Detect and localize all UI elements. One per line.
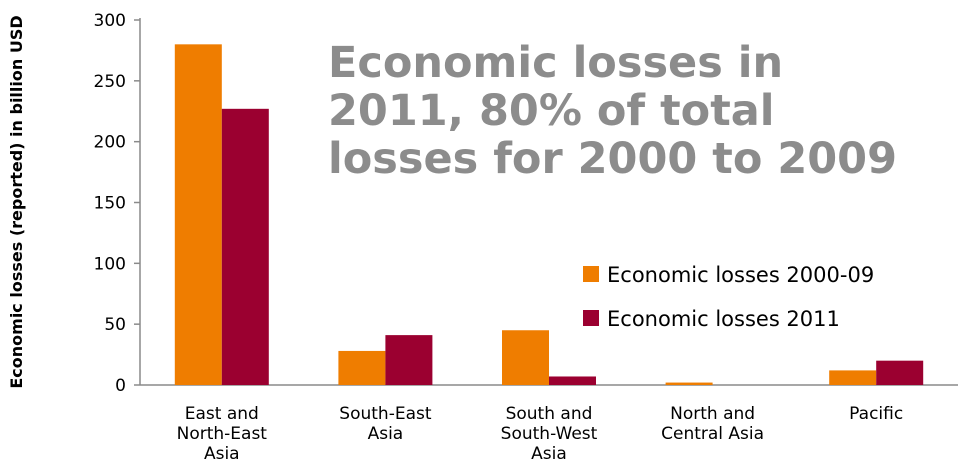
bar-2011-0 <box>221 108 269 386</box>
category-label: Asia <box>531 444 567 464</box>
bar-2000-09-2 <box>502 330 549 385</box>
y-tick-label: 100 <box>94 254 126 274</box>
y-tick-labels: 0 50 100 150 200 250 300 <box>94 11 126 396</box>
category-label: South-West <box>501 424 598 444</box>
category-label: South-East <box>339 404 432 424</box>
legend-label: Economic losses 2000-09 <box>607 263 874 287</box>
y-tick-label: 0 <box>115 376 126 396</box>
legend: Economic losses 2000-09 Economic losses 2… <box>583 263 874 331</box>
y-tick-label: 250 <box>94 72 126 92</box>
legend-swatch <box>583 266 599 282</box>
y-axis-title: Economic losses (reported) in billion US… <box>7 15 26 388</box>
bar-2000-09-4 <box>829 370 877 385</box>
bars <box>174 44 924 386</box>
category-labels: East andNorth-EastAsiaSouth-EastAsiaSout… <box>177 404 904 464</box>
category-label: East and <box>185 404 259 424</box>
y-axis-title-group: Economic losses (reported) in billion US… <box>7 15 26 388</box>
bar-2011-4 <box>876 360 924 385</box>
bar-2000-09-3 <box>665 382 713 385</box>
category-label: North-East <box>177 424 268 444</box>
category-label: Asia <box>368 424 404 444</box>
y-tick-label: 150 <box>94 194 126 214</box>
bar-2000-09-1 <box>338 350 386 385</box>
annotation-line: losses for 2000 to 2009 <box>328 134 897 184</box>
legend-swatch <box>583 310 599 326</box>
annotation-line: 2011, 80% of total <box>328 86 775 136</box>
bar-2000-09-0 <box>174 44 222 385</box>
category-label: South and <box>506 404 593 424</box>
legend-label: Economic losses 2011 <box>607 307 840 331</box>
y-tick-label: 200 <box>94 133 126 153</box>
category-label: Central Asia <box>661 424 764 444</box>
y-tick-label: 50 <box>104 315 126 335</box>
bar-2011-2 <box>549 376 596 385</box>
y-tick-label: 300 <box>94 11 126 31</box>
annotation-line: Economic losses in <box>328 38 783 88</box>
category-label: Pacific <box>849 404 903 424</box>
bar-2011-1 <box>385 335 433 385</box>
category-label: Asia <box>204 444 240 464</box>
category-label: North and <box>670 404 755 424</box>
